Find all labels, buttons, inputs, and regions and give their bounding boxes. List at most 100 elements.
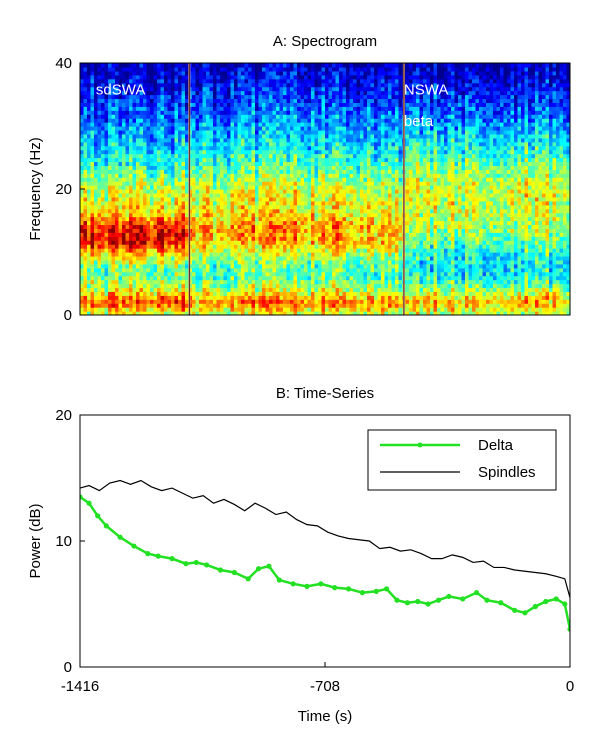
spectrogram-cell <box>209 137 214 143</box>
spectrogram-cell <box>325 279 330 285</box>
spectrogram-cell <box>328 153 333 159</box>
spectrogram-cell <box>283 102 288 107</box>
spectrogram-cell <box>332 279 337 285</box>
spectrogram-cell <box>97 122 102 127</box>
spectrogram-cell <box>174 299 179 304</box>
spectrogram-cell <box>139 244 144 249</box>
spectrogram-cell <box>276 192 281 198</box>
spectrogram-cell <box>90 307 95 312</box>
spectrogram-cell <box>80 90 85 96</box>
spectrogram-cell <box>293 189 298 194</box>
spectrogram-cell <box>265 114 270 119</box>
spectrogram-cell <box>181 291 186 296</box>
spectrogram-cell <box>188 78 193 84</box>
spectrogram-cell <box>272 63 277 68</box>
spectrogram-cell <box>122 153 127 159</box>
spectrogram-cell <box>314 283 319 289</box>
spectrogram-cell <box>230 165 235 170</box>
spectrogram-cell <box>220 86 225 92</box>
spectrogram-cell <box>80 263 85 269</box>
spectrogram-cell <box>97 141 102 147</box>
spectrogram-cell <box>202 267 207 273</box>
spectrogram-cell <box>349 118 354 123</box>
spectrogram-cell <box>80 165 85 170</box>
spectrogram-cell <box>325 287 330 292</box>
spectrogram-cell <box>115 224 120 229</box>
spectrogram-cell <box>346 74 351 80</box>
spectrogram-cell <box>209 122 214 127</box>
spectrogram-cell <box>192 82 197 88</box>
spectrogram-cell <box>136 196 141 202</box>
spectrogram-cell <box>237 244 242 249</box>
spectrogram-cell <box>346 177 351 182</box>
spectrogram-cell <box>265 177 270 182</box>
spectrogram-cell <box>94 114 99 119</box>
spectrogram-cell <box>115 86 120 92</box>
spectrogram-cell <box>195 145 200 151</box>
spectrogram-cell <box>111 94 116 100</box>
spectrogram-cell <box>185 126 190 131</box>
spectrogram-cell <box>129 185 134 190</box>
spectrogram-cell <box>328 299 333 304</box>
spectrogram-cell <box>199 303 204 308</box>
spectrogram-cell <box>349 259 354 265</box>
spectrogram-cell <box>234 216 239 222</box>
spectrogram-cell <box>206 122 211 127</box>
spectrogram-cell <box>241 248 246 253</box>
spectrogram-cell <box>174 185 179 190</box>
spectrogram-cell <box>255 204 260 210</box>
spectrogram-cell <box>265 94 270 100</box>
spectrogram-cell <box>241 106 246 111</box>
spectrogram-cell <box>150 173 155 178</box>
spectrogram-cell <box>164 263 169 269</box>
spectrogram-cell <box>111 240 116 245</box>
spectrogram-cell <box>178 94 183 100</box>
spectrogram-cell <box>349 66 354 72</box>
spectrogram-cell <box>307 216 312 222</box>
spectrogram-cell <box>283 224 288 229</box>
spectrogram-cell <box>234 106 239 111</box>
spectrogram-cell <box>314 70 319 76</box>
spectrogram-cell <box>255 110 260 115</box>
spectrogram-cell <box>136 283 141 289</box>
spectrogram-cell <box>339 110 344 115</box>
spectrogram-cell <box>349 122 354 127</box>
spectrogram-cell <box>125 66 130 72</box>
spectrogram-cell <box>167 259 172 265</box>
spectrogram-cell <box>300 106 305 111</box>
spectrogram-cell <box>244 145 249 151</box>
spectrogram-cell <box>293 244 298 249</box>
spectrogram-cell <box>167 78 172 84</box>
spectrogram-cell <box>143 255 148 261</box>
spectrogram-cell <box>269 271 274 277</box>
spectrogram-cell <box>139 129 144 135</box>
spectrogram-cell <box>132 244 137 249</box>
spectrogram-cell <box>283 110 288 115</box>
spectrogram-cell <box>293 141 298 147</box>
spectrogram-cell <box>241 287 246 292</box>
spectrogram-cell <box>132 287 137 292</box>
spectrogram-cell <box>234 263 239 269</box>
spectrogram-cell <box>234 279 239 285</box>
spectrogram-cell <box>213 189 218 194</box>
spectrogram-cell <box>195 102 200 107</box>
spectrogram-cell <box>171 248 176 253</box>
spectrogram-cell <box>129 63 134 68</box>
spectrogram-cell <box>332 311 337 315</box>
spectrogram-cell <box>279 255 284 261</box>
spectrogram-cell <box>286 181 291 186</box>
spectrogram-cell <box>139 126 144 131</box>
spectrogram-cell <box>262 169 267 174</box>
spectrogram-cell <box>283 78 288 84</box>
spectrogram-cell <box>255 252 260 257</box>
spectrogram-cell <box>269 102 274 107</box>
spectrogram-cell <box>129 279 134 285</box>
spectrogram-cell <box>185 106 190 111</box>
spectrogram-cell <box>125 161 130 166</box>
spectrogram-cell <box>332 259 337 265</box>
spectrogram-cell <box>206 295 211 300</box>
spectrogram-cell <box>136 149 141 155</box>
spectrogram-cell <box>349 70 354 76</box>
spectrogram-cell <box>111 141 116 147</box>
spectrogram-cell <box>272 212 277 218</box>
